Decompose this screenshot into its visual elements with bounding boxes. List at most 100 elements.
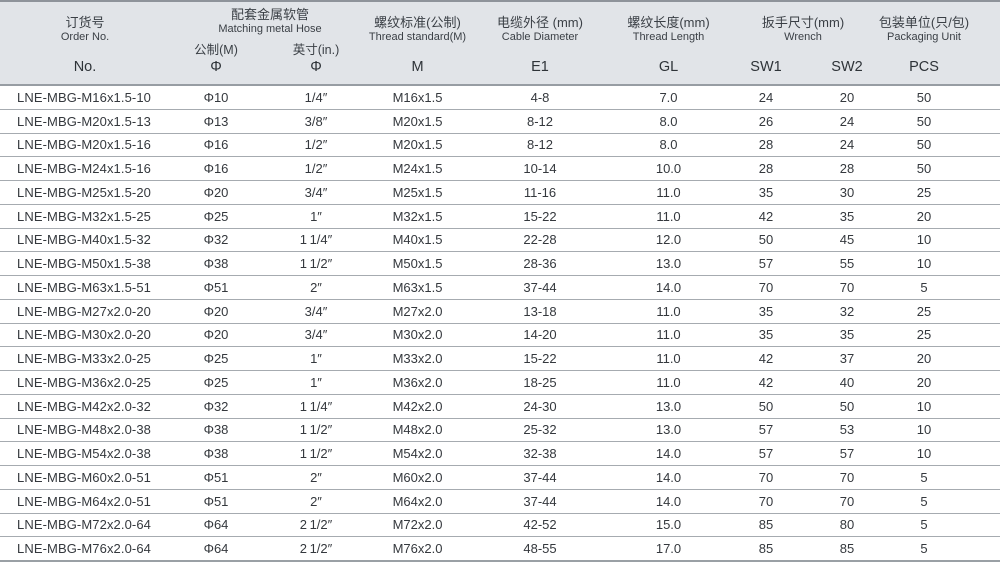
table-row: LNE-MBG-M42x2.0-32 Φ32 1 1/4″ M42x2.0 24-30 1… <box>0 395 1000 419</box>
cell-thread-length: 13.0 <box>655 398 682 414</box>
cell-order-no: LNE-MBG-M20x1.5-13 <box>17 113 152 129</box>
cell-hose-metric: Φ25 <box>203 351 229 367</box>
cell-hose-inch: 3/4″ <box>304 303 328 319</box>
cell-order-no: LNE-MBG-M36x2.0-25 <box>17 374 152 390</box>
cell-sw1: 85 <box>758 517 774 533</box>
cell-order-no: LNE-MBG-M76x2.0-64 <box>17 541 152 557</box>
header-hose-inch-label: 英寸(in.) <box>292 43 340 57</box>
header-hose-sublabels: 公制(M) 英寸(in.) <box>170 39 370 58</box>
cell-hose-inch: 1/4″ <box>304 89 328 105</box>
cell-order-no: LNE-MBG-M42x2.0-32 <box>17 398 152 414</box>
cell-pcs: 25 <box>916 303 932 319</box>
cell-order-no: LNE-MBG-M72x2.0-64 <box>17 517 152 533</box>
cell-thread-length: 11.0 <box>656 208 681 224</box>
cell-hose-metric: Φ16 <box>203 137 229 153</box>
header-sw2-sym: SW2 <box>831 59 863 75</box>
cell-sw1: 70 <box>758 469 774 485</box>
table-row: LNE-MBG-M33x2.0-25 Φ25 1″ M33x2.0 15-22 11.0 4… <box>0 347 1000 371</box>
cell-thread-standard: M36x2.0 <box>392 374 443 390</box>
cell-hose-inch: 1 1/2″ <box>299 256 333 272</box>
cell-thread-length: 11.0 <box>656 303 681 319</box>
cell-hose-metric: Φ32 <box>203 232 229 248</box>
header-cable-diameter: 电缆外径 (mm) Cable Diameter E1 <box>465 2 615 84</box>
cell-order-no: LNE-MBG-M60x2.0-51 <box>17 469 152 485</box>
cell-thread-standard: M60x2.0 <box>392 469 443 485</box>
cell-hose-metric: Φ25 <box>203 374 229 390</box>
cell-thread-length: 10.0 <box>655 161 682 177</box>
header-cable-diameter-cn: 电缆外径 (mm) <box>497 15 583 30</box>
cell-hose-inch: 3/4″ <box>304 184 328 200</box>
cell-thread-length: 8.0 <box>659 113 678 129</box>
cell-sw2: 57 <box>839 446 855 462</box>
cell-thread-length: 14.0 <box>655 279 682 295</box>
cell-hose-inch: 1/2″ <box>304 161 328 177</box>
cell-hose-inch: 2″ <box>310 469 322 485</box>
cell-thread-length: 8.0 <box>659 137 678 153</box>
cell-cable-diameter: 4-8 <box>530 89 550 105</box>
cell-order-no: LNE-MBG-M64x2.0-51 <box>17 493 152 509</box>
cell-sw2: 28 <box>839 161 855 177</box>
table-row: LNE-MBG-M20x1.5-13 Φ13 3/8″ M20x1.5 8-12 8.0 2… <box>0 110 1000 134</box>
cell-thread-length: 14.0 <box>655 469 682 485</box>
cell-hose-inch: 2 1/2″ <box>299 517 333 533</box>
cell-sw1: 42 <box>758 208 774 224</box>
cell-hose-inch: 2″ <box>310 279 322 295</box>
table-row: LNE-MBG-M72x2.0-64 Φ64 2 1/2″ M72x2.0 42-52 1… <box>0 514 1000 538</box>
cell-cable-diameter: 22-28 <box>523 232 557 248</box>
header-filler <box>964 2 1000 84</box>
cell-sw1: 57 <box>758 446 774 462</box>
cell-pcs: 50 <box>916 89 932 105</box>
cell-thread-length: 14.0 <box>655 493 682 509</box>
cell-hose-inch: 1″ <box>310 208 322 224</box>
cell-cable-diameter: 13-18 <box>523 303 557 319</box>
cell-sw2: 45 <box>839 232 855 248</box>
table-row: LNE-MBG-M63x1.5-51 Φ51 2″ M63x1.5 37-44 14.0 7… <box>0 276 1000 300</box>
cell-sw2: 35 <box>839 327 855 343</box>
cell-sw2: 37 <box>839 351 855 367</box>
header-hose-metric-label: 公制(M) <box>194 43 238 57</box>
header-wrench-group: 扳手尺寸(mm) Wrench SW1 SW2 <box>722 2 884 84</box>
cell-cable-diameter: 8-12 <box>526 137 554 153</box>
cell-cable-diameter: 25-32 <box>523 422 557 438</box>
cell-order-no: LNE-MBG-M40x1.5-32 <box>17 232 152 248</box>
cell-thread-standard: M50x1.5 <box>392 256 443 272</box>
cell-sw1: 50 <box>758 232 774 248</box>
cell-pcs: 10 <box>916 256 932 272</box>
cell-sw1: 24 <box>758 89 774 105</box>
cell-hose-metric: Φ51 <box>203 279 229 295</box>
cell-hose-metric: Φ20 <box>203 184 229 200</box>
cell-hose-inch: 1 1/2″ <box>299 422 333 438</box>
cell-thread-length: 12.0 <box>655 232 682 248</box>
header-order-cn: 订货号 <box>65 15 105 30</box>
cell-hose-metric: Φ64 <box>203 541 229 557</box>
cell-cable-diameter: 24-30 <box>523 398 557 414</box>
cell-order-no: LNE-MBG-M33x2.0-25 <box>17 351 152 367</box>
cell-hose-metric: Φ38 <box>203 256 229 272</box>
cell-thread-length: 13.0 <box>655 256 682 272</box>
cell-hose-metric: Φ10 <box>203 89 229 105</box>
table-row: LNE-MBG-M60x2.0-51 Φ51 2″ M60x2.0 37-44 14.0 7… <box>0 466 1000 490</box>
header-thread-standard: 螺纹标准(公制) Thread standard(M) M <box>369 2 466 84</box>
header-hose-en: Matching metal Hose <box>218 23 322 35</box>
cell-order-no: LNE-MBG-M48x2.0-38 <box>17 422 152 438</box>
cell-thread-standard: M33x2.0 <box>392 351 443 367</box>
cell-hose-inch: 3/8″ <box>304 113 328 129</box>
cell-thread-length: 15.0 <box>655 517 682 533</box>
cell-thread-standard: M64x2.0 <box>392 493 443 509</box>
header-wrench-cn: 扳手尺寸(mm) <box>761 15 845 30</box>
cell-thread-standard: M25x1.5 <box>392 184 443 200</box>
cell-order-no: LNE-MBG-M63x1.5-51 <box>17 279 152 295</box>
cell-pcs: 10 <box>916 446 932 462</box>
header-packaging-en: Packaging Unit <box>887 31 961 43</box>
cell-cable-diameter: 10-14 <box>523 161 557 177</box>
cell-thread-standard: M20x1.5 <box>392 113 443 129</box>
header-order-en: Order No. <box>60 31 110 43</box>
cell-sw2: 70 <box>839 493 855 509</box>
cell-hose-metric: Φ32 <box>203 398 229 414</box>
table-row: LNE-MBG-M50x1.5-38 Φ38 1 1/2″ M50x1.5 28-36 1… <box>0 252 1000 276</box>
cell-sw2: 85 <box>839 541 855 557</box>
cell-hose-inch: 1 1/4″ <box>299 398 333 414</box>
cell-sw1: 26 <box>758 113 774 129</box>
cell-pcs: 5 <box>920 279 928 295</box>
